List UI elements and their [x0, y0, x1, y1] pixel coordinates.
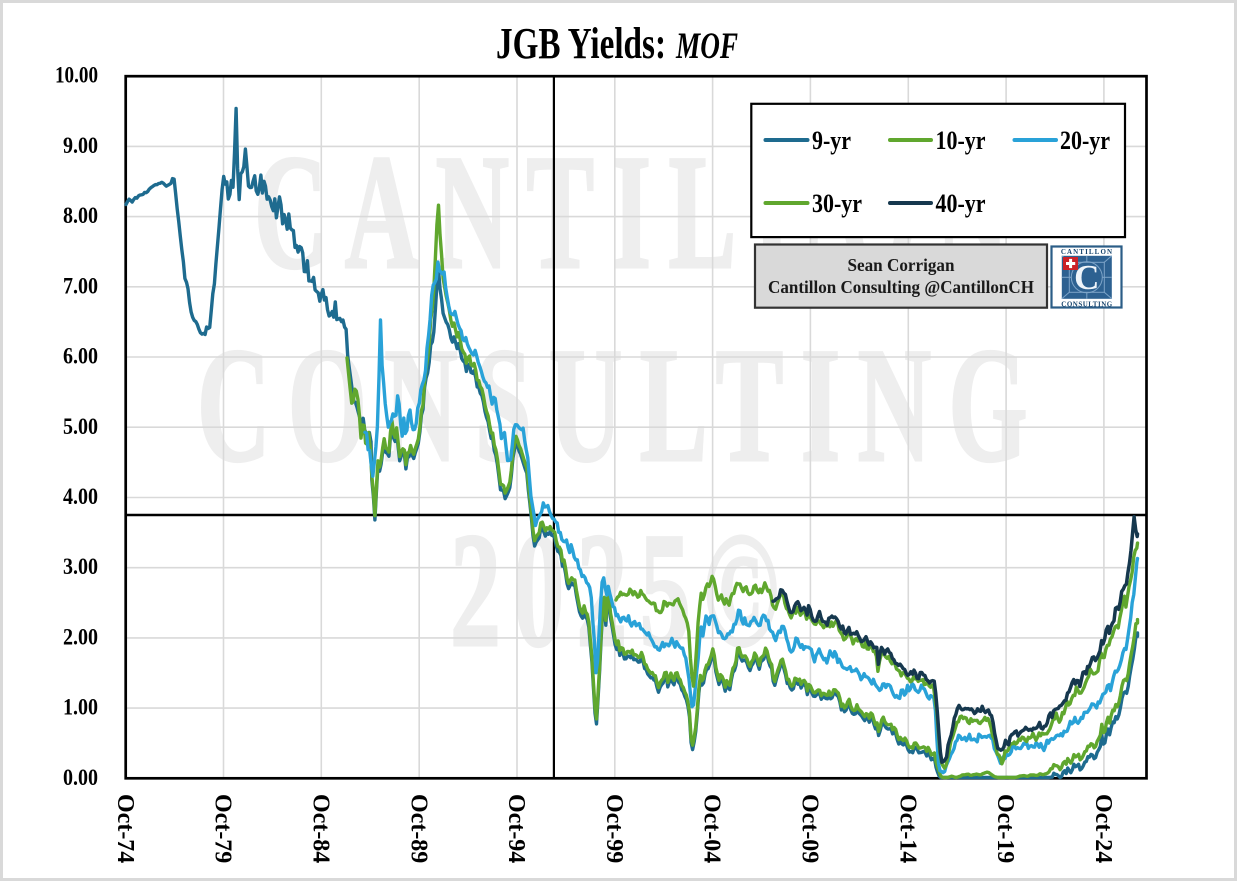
svg-text:CONSULTING: CONSULTING [197, 313, 1045, 496]
svg-text:0.00: 0.00 [63, 765, 98, 790]
svg-text:Cantillon Consulting @Cantillo: Cantillon Consulting @CantillonCH [768, 277, 1034, 297]
svg-text:30-yr: 30-yr [812, 189, 862, 218]
svg-text:10.00: 10.00 [55, 63, 98, 88]
svg-text:4.00: 4.00 [63, 484, 98, 509]
svg-text:9-yr: 9-yr [812, 126, 851, 155]
svg-text:20-yr: 20-yr [1060, 126, 1110, 155]
svg-text:Sean Corrigan: Sean Corrigan [848, 255, 955, 275]
svg-text:C: C [1074, 258, 1099, 297]
svg-text:Oct-84: Oct-84 [307, 794, 333, 863]
svg-text:Oct-94: Oct-94 [503, 794, 529, 863]
svg-text:7.00: 7.00 [63, 273, 98, 298]
svg-text:Oct-24: Oct-24 [1090, 794, 1116, 863]
svg-text:1.00: 1.00 [63, 695, 98, 720]
svg-text:2.00: 2.00 [63, 624, 98, 649]
svg-text:6.00: 6.00 [63, 344, 98, 369]
svg-text:Oct-74: Oct-74 [112, 794, 138, 863]
svg-text:3.00: 3.00 [63, 554, 98, 579]
svg-text:40-yr: 40-yr [936, 189, 986, 218]
svg-text:Oct-09: Oct-09 [797, 794, 823, 863]
svg-text:CONSULTING: CONSULTING [1061, 300, 1112, 308]
svg-text:Oct-89: Oct-89 [405, 794, 431, 863]
svg-text:Oct-14: Oct-14 [894, 794, 920, 863]
svg-text:Oct-04: Oct-04 [699, 794, 725, 863]
svg-text:10-yr: 10-yr [936, 126, 986, 155]
svg-text:Oct-99: Oct-99 [601, 794, 627, 863]
svg-text:8.00: 8.00 [63, 203, 98, 228]
svg-text:Oct-79: Oct-79 [210, 794, 236, 863]
svg-text:5.00: 5.00 [63, 414, 98, 439]
svg-text:Oct-19: Oct-19 [992, 794, 1018, 863]
svg-text:9.00: 9.00 [63, 133, 98, 158]
svg-text:JGB Yields:MOF: JGB Yields: MOF [496, 19, 738, 68]
svg-text:CANTILLON: CANTILLON [1061, 248, 1113, 256]
